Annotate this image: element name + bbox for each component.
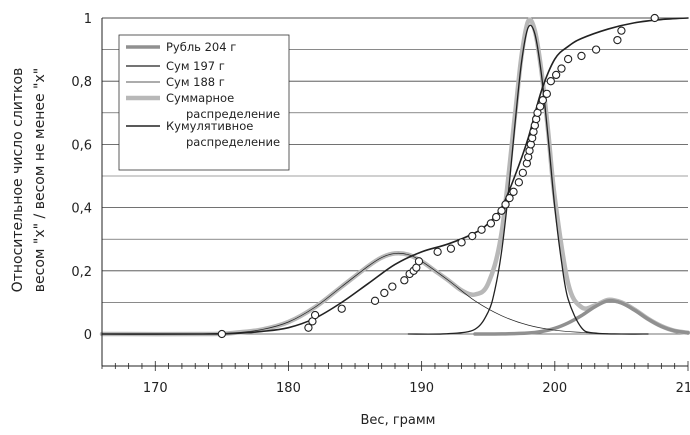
data-point: [505, 193, 514, 203]
legend-entries: Рубль 204 г Сум 197 г Сум 188 г Суммарное ра…: [126, 40, 280, 149]
legend-label-4: Суммарное: [166, 91, 234, 105]
legend-label-4: распределение: [186, 107, 280, 121]
data-point: [380, 288, 389, 298]
data-point: [591, 45, 601, 54]
y-tick-label: 0,6: [71, 138, 92, 153]
data-point: [446, 244, 456, 253]
y-tick-label: 1: [84, 12, 92, 27]
data-point: [497, 206, 506, 215]
data-point: [552, 70, 561, 80]
data-point: [542, 89, 551, 98]
legend-label-5: распределение: [186, 135, 280, 149]
data-point: [492, 212, 501, 222]
legend-box: [118, 34, 290, 171]
series-line-1: [473, 298, 690, 336]
y-tick-label: 0: [84, 328, 92, 343]
data-point: [477, 225, 486, 234]
y-tick-label: 0,4: [71, 202, 92, 217]
data-point: [617, 26, 626, 35]
data-point: [557, 64, 566, 73]
x-tick-label: 170: [143, 381, 168, 396]
data-point: [563, 54, 573, 64]
legend-label-5: Кумулятивное: [166, 119, 253, 133]
x-tick-label: 190: [409, 381, 434, 396]
data-point: [613, 35, 622, 45]
x-tick-label: 200: [542, 381, 567, 396]
data-point: [650, 13, 659, 23]
data-point: [468, 231, 477, 241]
points-layer: [217, 13, 659, 339]
data-point: [486, 219, 496, 228]
data-point: [310, 310, 320, 320]
y-tick-label: 0,8: [71, 75, 92, 90]
y-axis-title-line-1: Относительное число слитков: [10, 68, 26, 293]
data-point: [501, 200, 510, 209]
data-point: [577, 51, 586, 61]
data-point: [414, 257, 424, 266]
data-point: [217, 329, 227, 339]
data-point: [337, 304, 346, 313]
data-point: [546, 77, 555, 86]
x-tick-label: 210: [676, 381, 690, 396]
y-tick-label: 0,2: [71, 265, 92, 280]
data-point: [457, 238, 466, 247]
data-point: [518, 168, 528, 177]
data-point: [509, 187, 518, 196]
axes-layer: 0 0,2 0,4 0,6 0,8 1 170 180 190 200 210: [71, 12, 690, 396]
data-point: [538, 96, 547, 105]
legend-label-3: Сум 188 г: [166, 75, 225, 89]
series-line-3: [194, 252, 609, 335]
data-point: [433, 247, 442, 256]
data-point: [370, 296, 380, 305]
data-point: [514, 178, 524, 187]
legend: Рубль 204 г Сум 197 г Сум 188 г Суммарное ра…: [118, 34, 290, 171]
data-point: [400, 276, 409, 285]
legend-label-2: Сум 197 г: [166, 59, 225, 73]
legend-label-1: Рубль 204 г: [166, 40, 236, 54]
series-line-2: [407, 24, 649, 335]
data-point: [304, 323, 313, 332]
y-axis-title-line-2: весом "x" / весом не менее "x": [32, 68, 48, 292]
data-point: [388, 282, 397, 291]
x-axis-title: Вес, грамм: [361, 413, 436, 428]
x-tick-label: 180: [276, 381, 301, 396]
